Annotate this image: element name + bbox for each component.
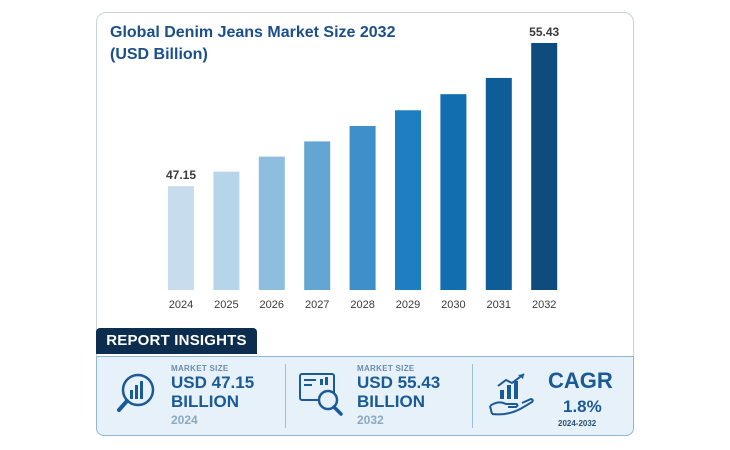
cagr-period: 2024-2032 [558, 419, 597, 428]
x-tick-label: 2027 [305, 299, 329, 311]
hand-growth-icon [489, 373, 534, 416]
bar-2029 [395, 110, 421, 290]
bar-2025 [213, 171, 240, 290]
cagr-title: CAGR [548, 368, 613, 393]
divider [472, 364, 473, 428]
bar-2026 [258, 156, 285, 290]
kpi-market-size-2024: MARKET SIZE USD 47.15 BILLION 2024 [171, 364, 254, 427]
data-label: 55.43 [529, 25, 559, 39]
x-tick-label: 2031 [487, 299, 511, 311]
kpi-value: USD 55.43 [357, 373, 441, 392]
report-insights-header: REPORT INSIGHTS [96, 328, 257, 354]
x-tick-label: 2032 [532, 299, 556, 311]
bar-2024 [168, 186, 194, 290]
x-tick-label: 2025 [214, 299, 238, 311]
data-label: 47.15 [166, 168, 196, 182]
x-tick-label: 2028 [350, 299, 374, 311]
divider [285, 364, 286, 428]
kpi-value: USD 47.15 [171, 373, 255, 392]
x-tick-label: 2026 [260, 299, 284, 311]
cagr-value: 1.8% [563, 397, 602, 416]
x-tick-label: 2029 [396, 299, 420, 311]
kpi-market-size-2032: MARKET SIZE USD 55.43 BILLION 2032 [357, 364, 440, 427]
bar-2032 [531, 43, 558, 290]
kpi-unit: BILLION [357, 392, 425, 411]
bar-2027 [304, 141, 331, 290]
kpi-label: MARKET SIZE [357, 364, 415, 373]
bar-2030 [440, 94, 467, 290]
x-tick-label: 2030 [441, 299, 465, 311]
magnifier-chart-icon [117, 373, 155, 412]
bar-2028 [349, 126, 376, 290]
bar-chart: 2024 47.15 2025 2026 2027 2028 2029 2030 2031 203… [166, 25, 560, 311]
kpi-unit: BILLION [171, 392, 239, 411]
report-insights-panel [96, 356, 634, 436]
dashboard-magnifier-icon [299, 373, 343, 416]
kpi-year: 2032 [357, 413, 384, 427]
chart-title: Global Denim Jeans Market Size 2032 (USD… [110, 24, 396, 63]
bar-2031 [485, 77, 512, 291]
kpi-label: MARKET SIZE [171, 364, 229, 373]
kpi-year: 2024 [171, 413, 198, 427]
x-tick-label: 2024 [169, 299, 193, 311]
